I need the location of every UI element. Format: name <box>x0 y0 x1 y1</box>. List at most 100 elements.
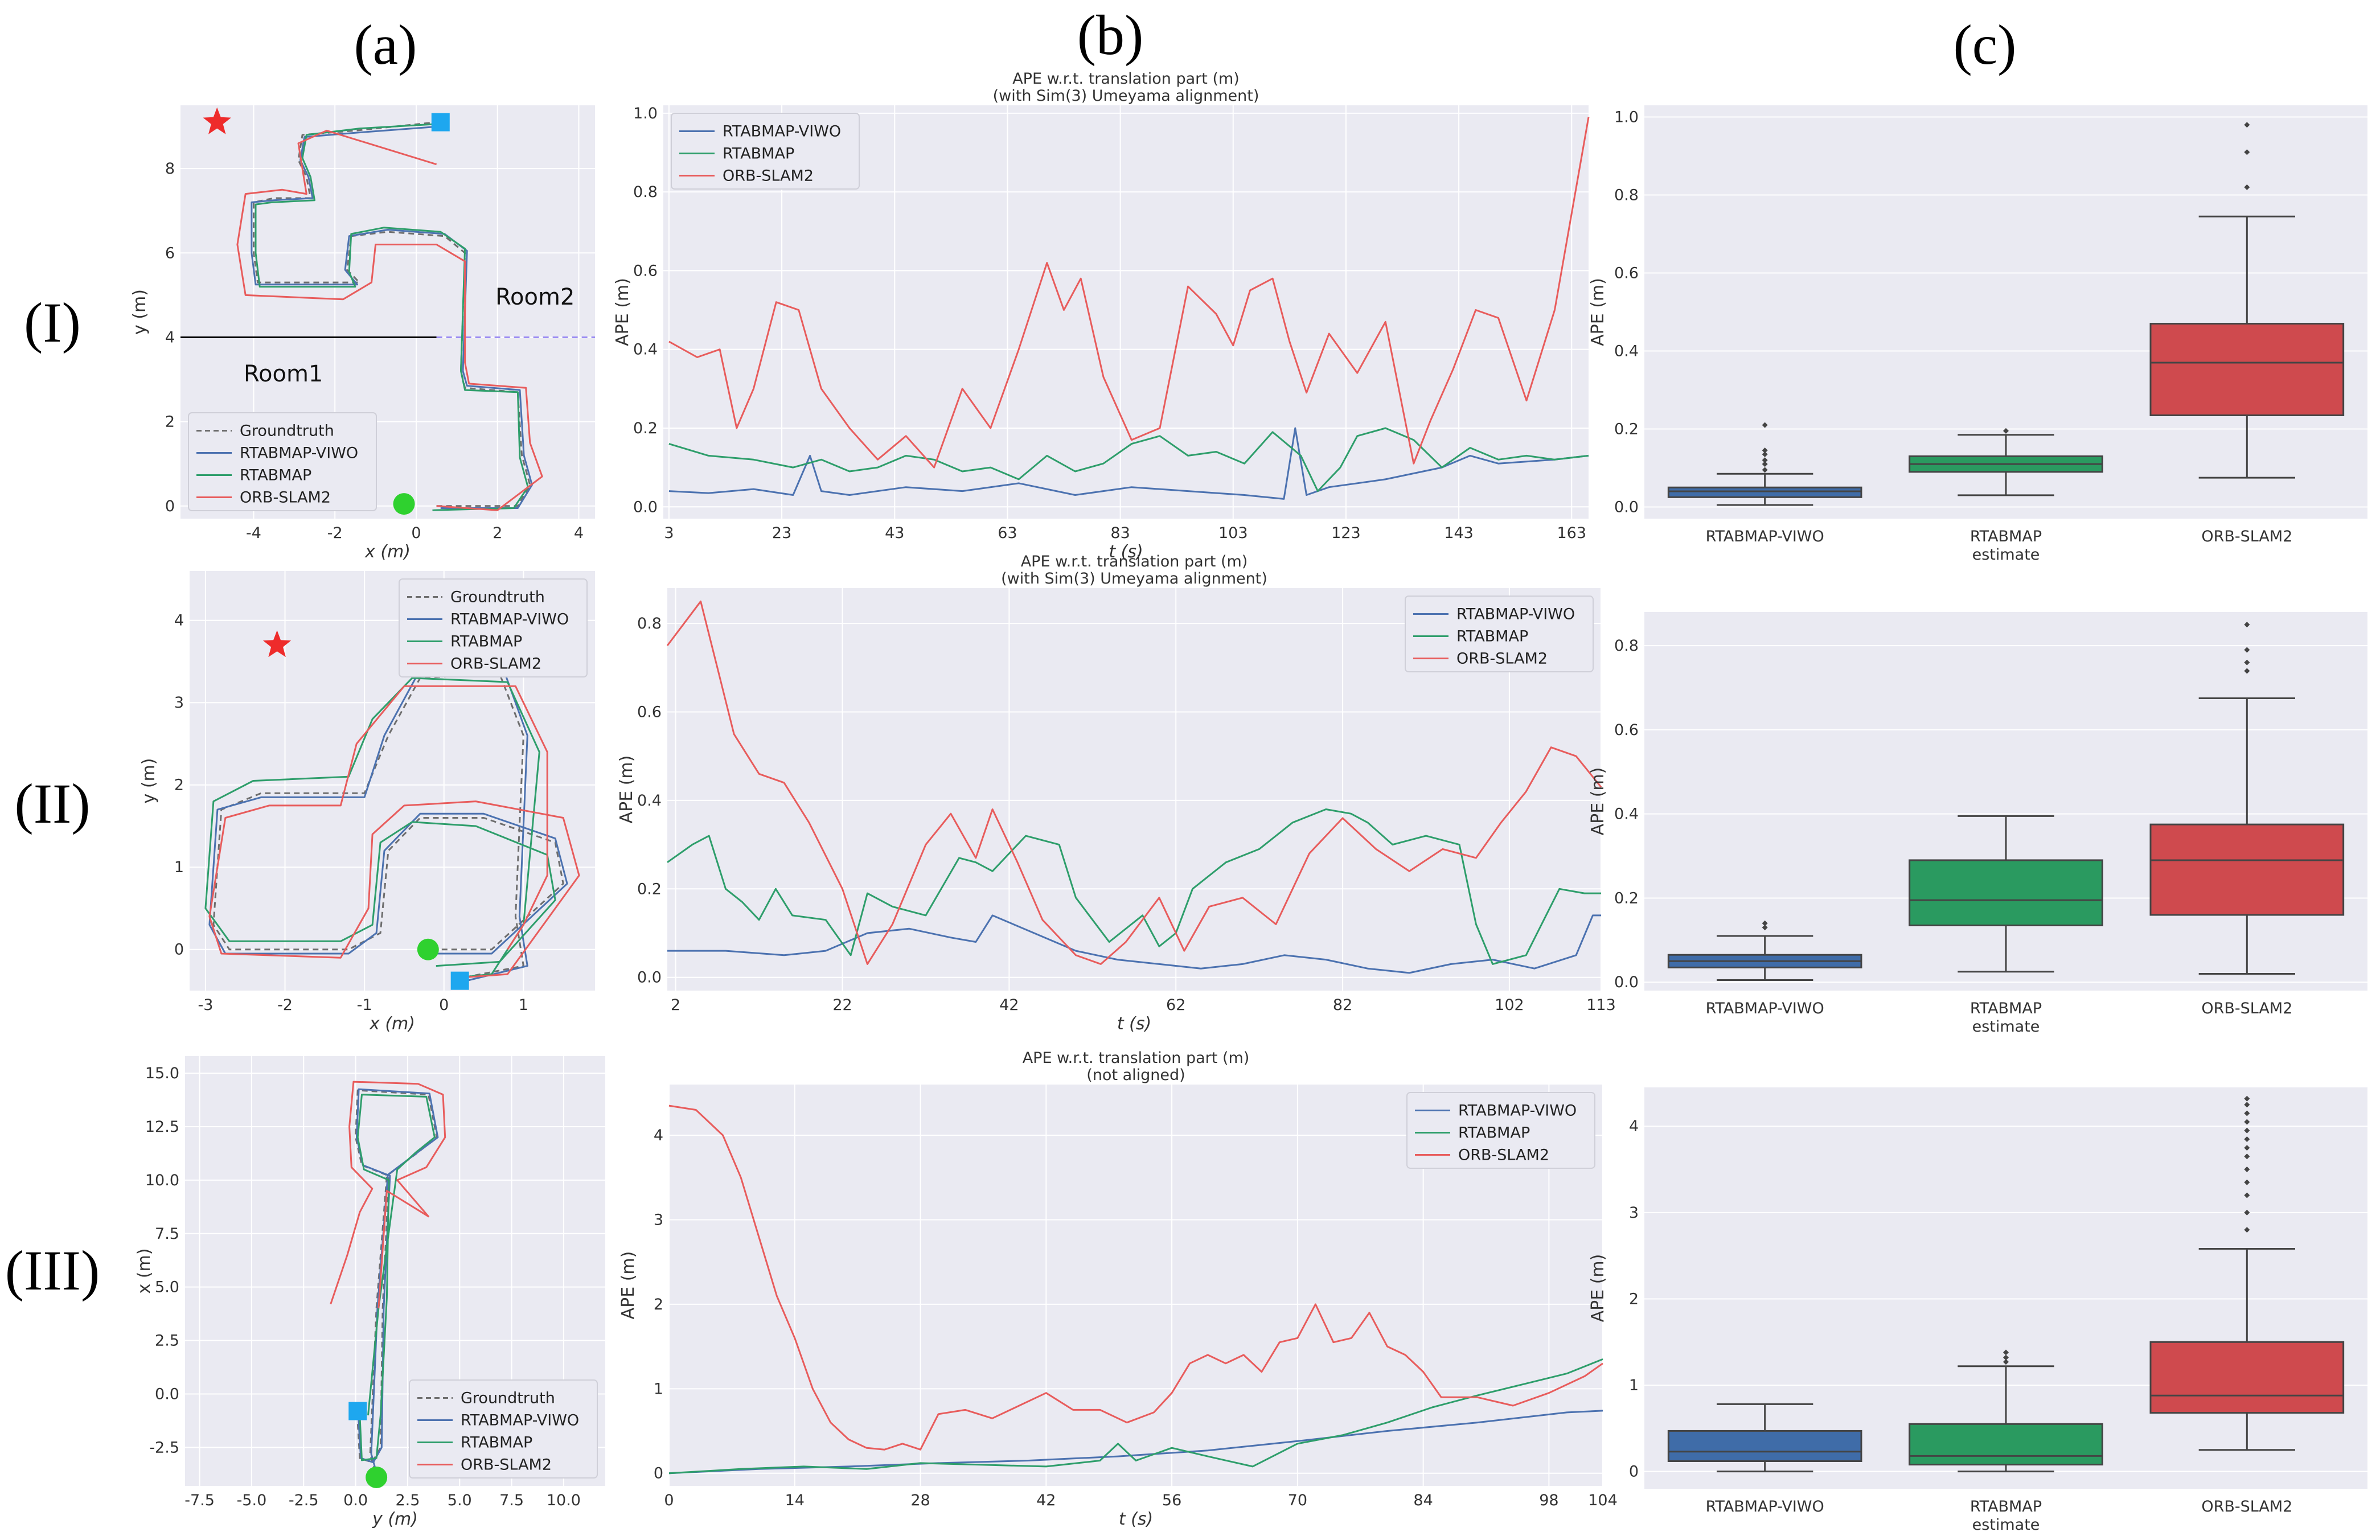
x-axis-label: t (s) <box>1117 1014 1151 1034</box>
outlier-point <box>2244 659 2250 666</box>
ape-timeseries-row3: 0 14 28 42 56 70 84 98 104 0 1 2 3 4 t (s) APE (m) APE w… <box>618 1049 1618 1529</box>
chart-title: APE w.r.t. translation part (m) <box>1021 553 1248 570</box>
y-axis-label: APE (m) <box>618 1251 638 1320</box>
x-tick-label: -3 <box>198 996 213 1014</box>
outlier-point <box>2003 1349 2009 1356</box>
y-tick-label: 2 <box>1629 1290 1639 1308</box>
y-tick-label: 0.0 <box>155 1385 179 1403</box>
y-tick-label: 0.8 <box>1614 637 1639 655</box>
room2-label: Room2 <box>495 284 575 310</box>
legend-box <box>409 1379 598 1479</box>
y-tick-label: 0.8 <box>1614 187 1639 204</box>
y-tick-label: 0.0 <box>637 969 662 987</box>
category-label: ORB-SLAM2 <box>2201 528 2292 545</box>
y-tick-label: 0.2 <box>633 420 658 437</box>
trajectory-plot-row3: -7.5 -5.0 -2.5 0.0 2.5 5.0 7.5 10.0 -2.5 0.0 2.5 5.… <box>134 1056 605 1529</box>
y-tick-label: 2 <box>654 1296 663 1313</box>
y-tick-label: 15.0 <box>145 1065 179 1082</box>
y-tick-label: 0.4 <box>633 341 658 359</box>
category-label: RTABMAP estimate <box>1970 1498 2042 1534</box>
x-tick-label: 42 <box>1036 1492 1056 1509</box>
x-tick-label: 163 <box>1557 524 1587 542</box>
legend-label: Groundtruth <box>461 1390 555 1407</box>
outlier-point <box>1762 447 1768 454</box>
trajectory-orb-slam2 <box>330 1081 446 1309</box>
row-label-1: (I) <box>24 291 81 354</box>
x-tick-label: 83 <box>1110 524 1130 542</box>
x-tick-label: 3 <box>664 524 674 542</box>
x-tick-label: 42 <box>999 996 1019 1014</box>
ape-timeseries-row1: 3 23 43 63 83 103 123 143 163 0.0 0.2 0.4 0.6 0.8 1.0 t… <box>613 70 1590 562</box>
box-orb-slam2 <box>2149 823 2345 916</box>
y-tick-label: 0.8 <box>637 615 662 633</box>
category-label: RTABMAP-VIWO <box>1706 1498 1824 1516</box>
category-label-line: RTABMAP <box>1970 528 2042 545</box>
x-axis-label: y (m) <box>372 1509 418 1529</box>
category-label-line: estimate <box>1972 546 2040 564</box>
trajectory-plot-row1: -4 -2 0 2 4 0 2 4 6 8 x (m) y (m) Groundtruth RTABMAP… <box>130 105 595 562</box>
x-tick-label: -5.0 <box>237 1492 267 1509</box>
y-tick-label: 2 <box>174 777 184 794</box>
trajectory-rtabmap-viwo <box>251 125 533 509</box>
y-tick-label: 0 <box>165 498 175 515</box>
y-tick-label: 6 <box>165 244 175 262</box>
legend-label: RTABMAP-VIWO <box>1458 1102 1577 1120</box>
box-rtabmap-viwo <box>1667 1430 1862 1462</box>
y-tick-label: 4 <box>1629 1118 1639 1135</box>
y-tick-label: 1.0 <box>633 105 658 122</box>
trajectory-orb-slam2 <box>236 129 543 511</box>
y-tick-label: 3 <box>174 694 184 712</box>
x-tick-label: 28 <box>910 1492 930 1509</box>
legend: RTABMAP-VIWO RTABMAP ORB-SLAM2 <box>671 113 860 190</box>
category-label-line: RTABMAP <box>1970 1498 2042 1516</box>
y-tick-label: 0.8 <box>633 183 658 201</box>
x-tick-label: 2 <box>671 996 680 1014</box>
series-line-rtabmap-viwo <box>667 914 1601 974</box>
legend-box <box>1406 1092 1595 1169</box>
x-tick-label: 104 <box>1588 1492 1618 1509</box>
y-tick-label: 12.5 <box>145 1118 179 1136</box>
y-tick-label: 8 <box>165 160 175 178</box>
category-label-line: ORB-SLAM2 <box>2201 1498 2292 1516</box>
x-tick-label: 0 <box>439 996 449 1014</box>
category-label: RTABMAP estimate <box>1970 1000 2042 1036</box>
trajectory-rtabmap <box>356 1094 436 1461</box>
category-label-line: ORB-SLAM2 <box>2201 1000 2292 1017</box>
x-tick-label: -7.5 <box>184 1492 215 1509</box>
x-tick-label: 2 <box>493 524 502 542</box>
column-label-a: (a) <box>354 13 417 76</box>
legend-label: Groundtruth <box>450 589 545 606</box>
category-label-line: RTABMAP-VIWO <box>1706 1000 1824 1017</box>
y-axis-label: APE (m) <box>613 278 633 346</box>
category-label: RTABMAP-VIWO <box>1706 1000 1824 1017</box>
column-label-b: (b) <box>1077 3 1144 67</box>
category-label-line: estimate <box>1972 1018 2040 1036</box>
outlier-point <box>2244 1119 2250 1125</box>
legend-label: ORB-SLAM2 <box>240 489 331 507</box>
outlier-point <box>1762 920 1768 926</box>
y-tick-label: 3 <box>654 1211 663 1229</box>
category-label-line: RTABMAP-VIWO <box>1706 528 1824 545</box>
box-rtabmap <box>1909 859 2103 926</box>
outlier-point <box>2244 122 2250 128</box>
y-tick-label: 0.0 <box>1614 974 1639 991</box>
y-tick-label: 7.5 <box>155 1225 179 1243</box>
legend-label: ORB-SLAM2 <box>1456 650 1548 668</box>
category-label: RTABMAP estimate <box>1970 528 2042 564</box>
legend-label: ORB-SLAM2 <box>450 655 541 673</box>
legend-box <box>188 412 377 511</box>
y-tick-label: -2.5 <box>149 1439 179 1456</box>
x-axis-label: x (m) <box>369 1014 415 1034</box>
x-tick-label: 56 <box>1162 1492 1181 1509</box>
star-marker <box>203 107 231 134</box>
y-axis-label: APE (m) <box>1588 278 1608 346</box>
x-tick-label: 22 <box>832 996 852 1014</box>
x-tick-label: 2.5 <box>395 1492 420 1509</box>
y-tick-label: 0.6 <box>633 262 658 280</box>
series-line-orb-slam2 <box>668 117 1590 469</box>
outlier-point <box>2244 622 2250 628</box>
outlier-point <box>2244 1179 2250 1185</box>
outlier-point <box>2244 1095 2250 1102</box>
y-tick-label: 0.4 <box>1614 806 1639 823</box>
